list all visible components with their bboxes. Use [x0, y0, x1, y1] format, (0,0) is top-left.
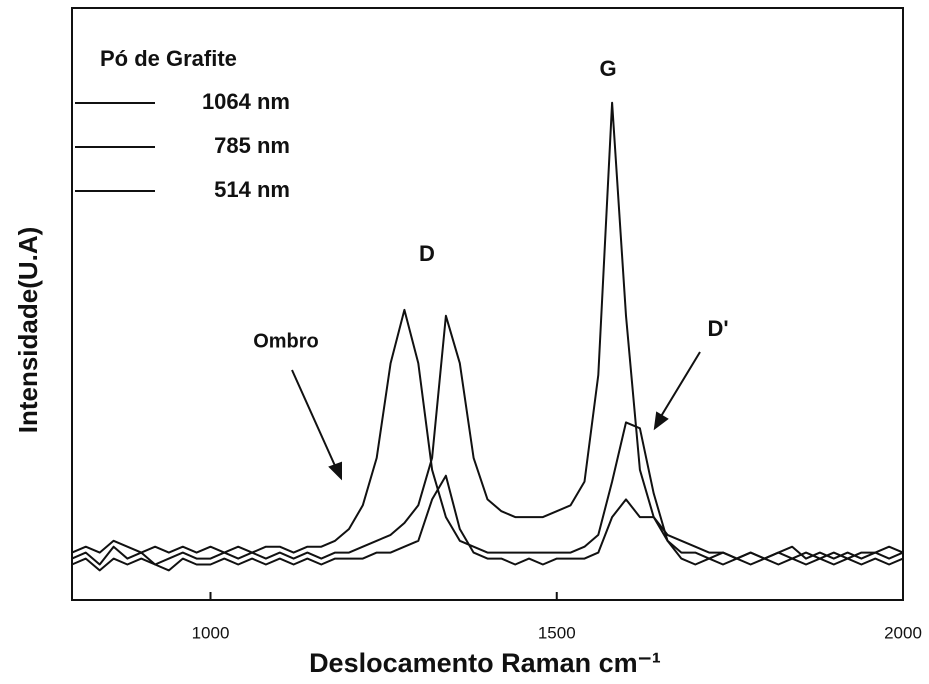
arrow [291, 369, 337, 469]
legend-title: Pó de Grafite [100, 46, 237, 71]
annotation: D' [707, 316, 728, 341]
annotation: D [419, 241, 435, 266]
series-line [71, 101, 904, 566]
annotation: Ombro [253, 330, 319, 352]
legend-label: 785 nm [214, 133, 290, 158]
series-line [71, 308, 904, 560]
x-tick-label: 2000 [884, 623, 922, 642]
legend-label: 514 nm [214, 177, 290, 202]
plot-frame [71, 7, 904, 601]
arrows [291, 351, 701, 481]
legend-label: 1064 nm [202, 89, 290, 114]
series-line [71, 474, 904, 572]
arrow [659, 351, 701, 419]
x-tick-label: 1000 [192, 623, 230, 642]
y-axis-label: Intensidade(U.A) [13, 227, 43, 434]
arrow-head [328, 461, 342, 481]
x-tick-label: 1500 [538, 623, 576, 642]
arrow-head [653, 411, 669, 431]
x-axis-label: Deslocamento Raman cm⁻¹ [309, 648, 661, 678]
annotation: G [599, 56, 616, 81]
